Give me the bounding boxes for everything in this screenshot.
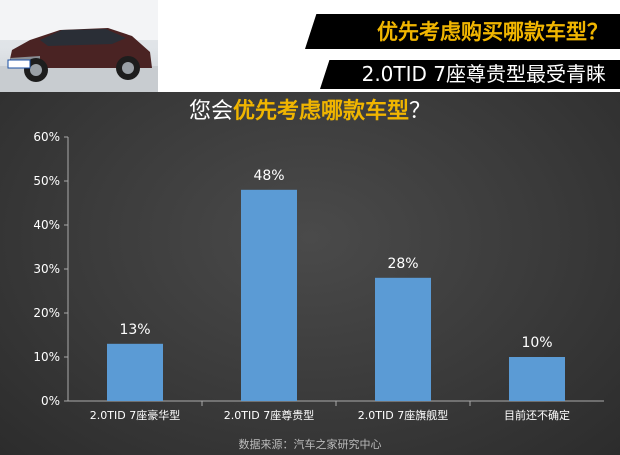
car-photo (0, 0, 158, 92)
source-note: 数据来源：汽车之家研究中心 (238, 438, 382, 451)
bar (509, 357, 565, 401)
y-tick-label: 50% (33, 174, 60, 188)
bar (241, 189, 297, 401)
chart-title-suffix: ？ (409, 99, 432, 124)
chart-title-prefix: 您会 (188, 99, 233, 124)
car-image-icon (0, 0, 158, 92)
y-tick-label: 0% (41, 394, 60, 408)
y-tick-label: 30% (33, 262, 60, 276)
y-tick-label: 60% (33, 130, 60, 144)
x-category-label: 2.0TID 7座豪华型 (90, 408, 180, 422)
x-category-label: 2.0TID 7座尊贵型 (224, 408, 314, 422)
bar (375, 277, 431, 401)
y-tick-label: 40% (33, 218, 60, 232)
y-tick-label: 20% (33, 306, 60, 320)
bar-data-label: 13% (119, 322, 150, 338)
chart-title: 您会优先考虑哪款车型？ (0, 92, 620, 132)
header-banner: 优先考虑购买哪款车型？ 2.0TID 7座尊贵型最受青睐 (0, 0, 620, 92)
page-subtitle: 2.0TID 7座尊贵型最受青睐 (361, 62, 606, 86)
bar-data-label: 48% (253, 168, 284, 184)
x-category-label: 目前还不确定 (504, 408, 570, 422)
bar-data-label: 28% (387, 256, 418, 272)
x-category-label: 2.0TID 7座旗舰型 (358, 408, 448, 422)
bar (107, 343, 163, 401)
page-title: 优先考虑购买哪款车型？ (377, 20, 608, 44)
bar-data-label: 10% (521, 335, 552, 351)
y-tick-label: 10% (33, 350, 60, 364)
chart-title-highlight: 优先考虑哪款车型 (232, 99, 409, 124)
